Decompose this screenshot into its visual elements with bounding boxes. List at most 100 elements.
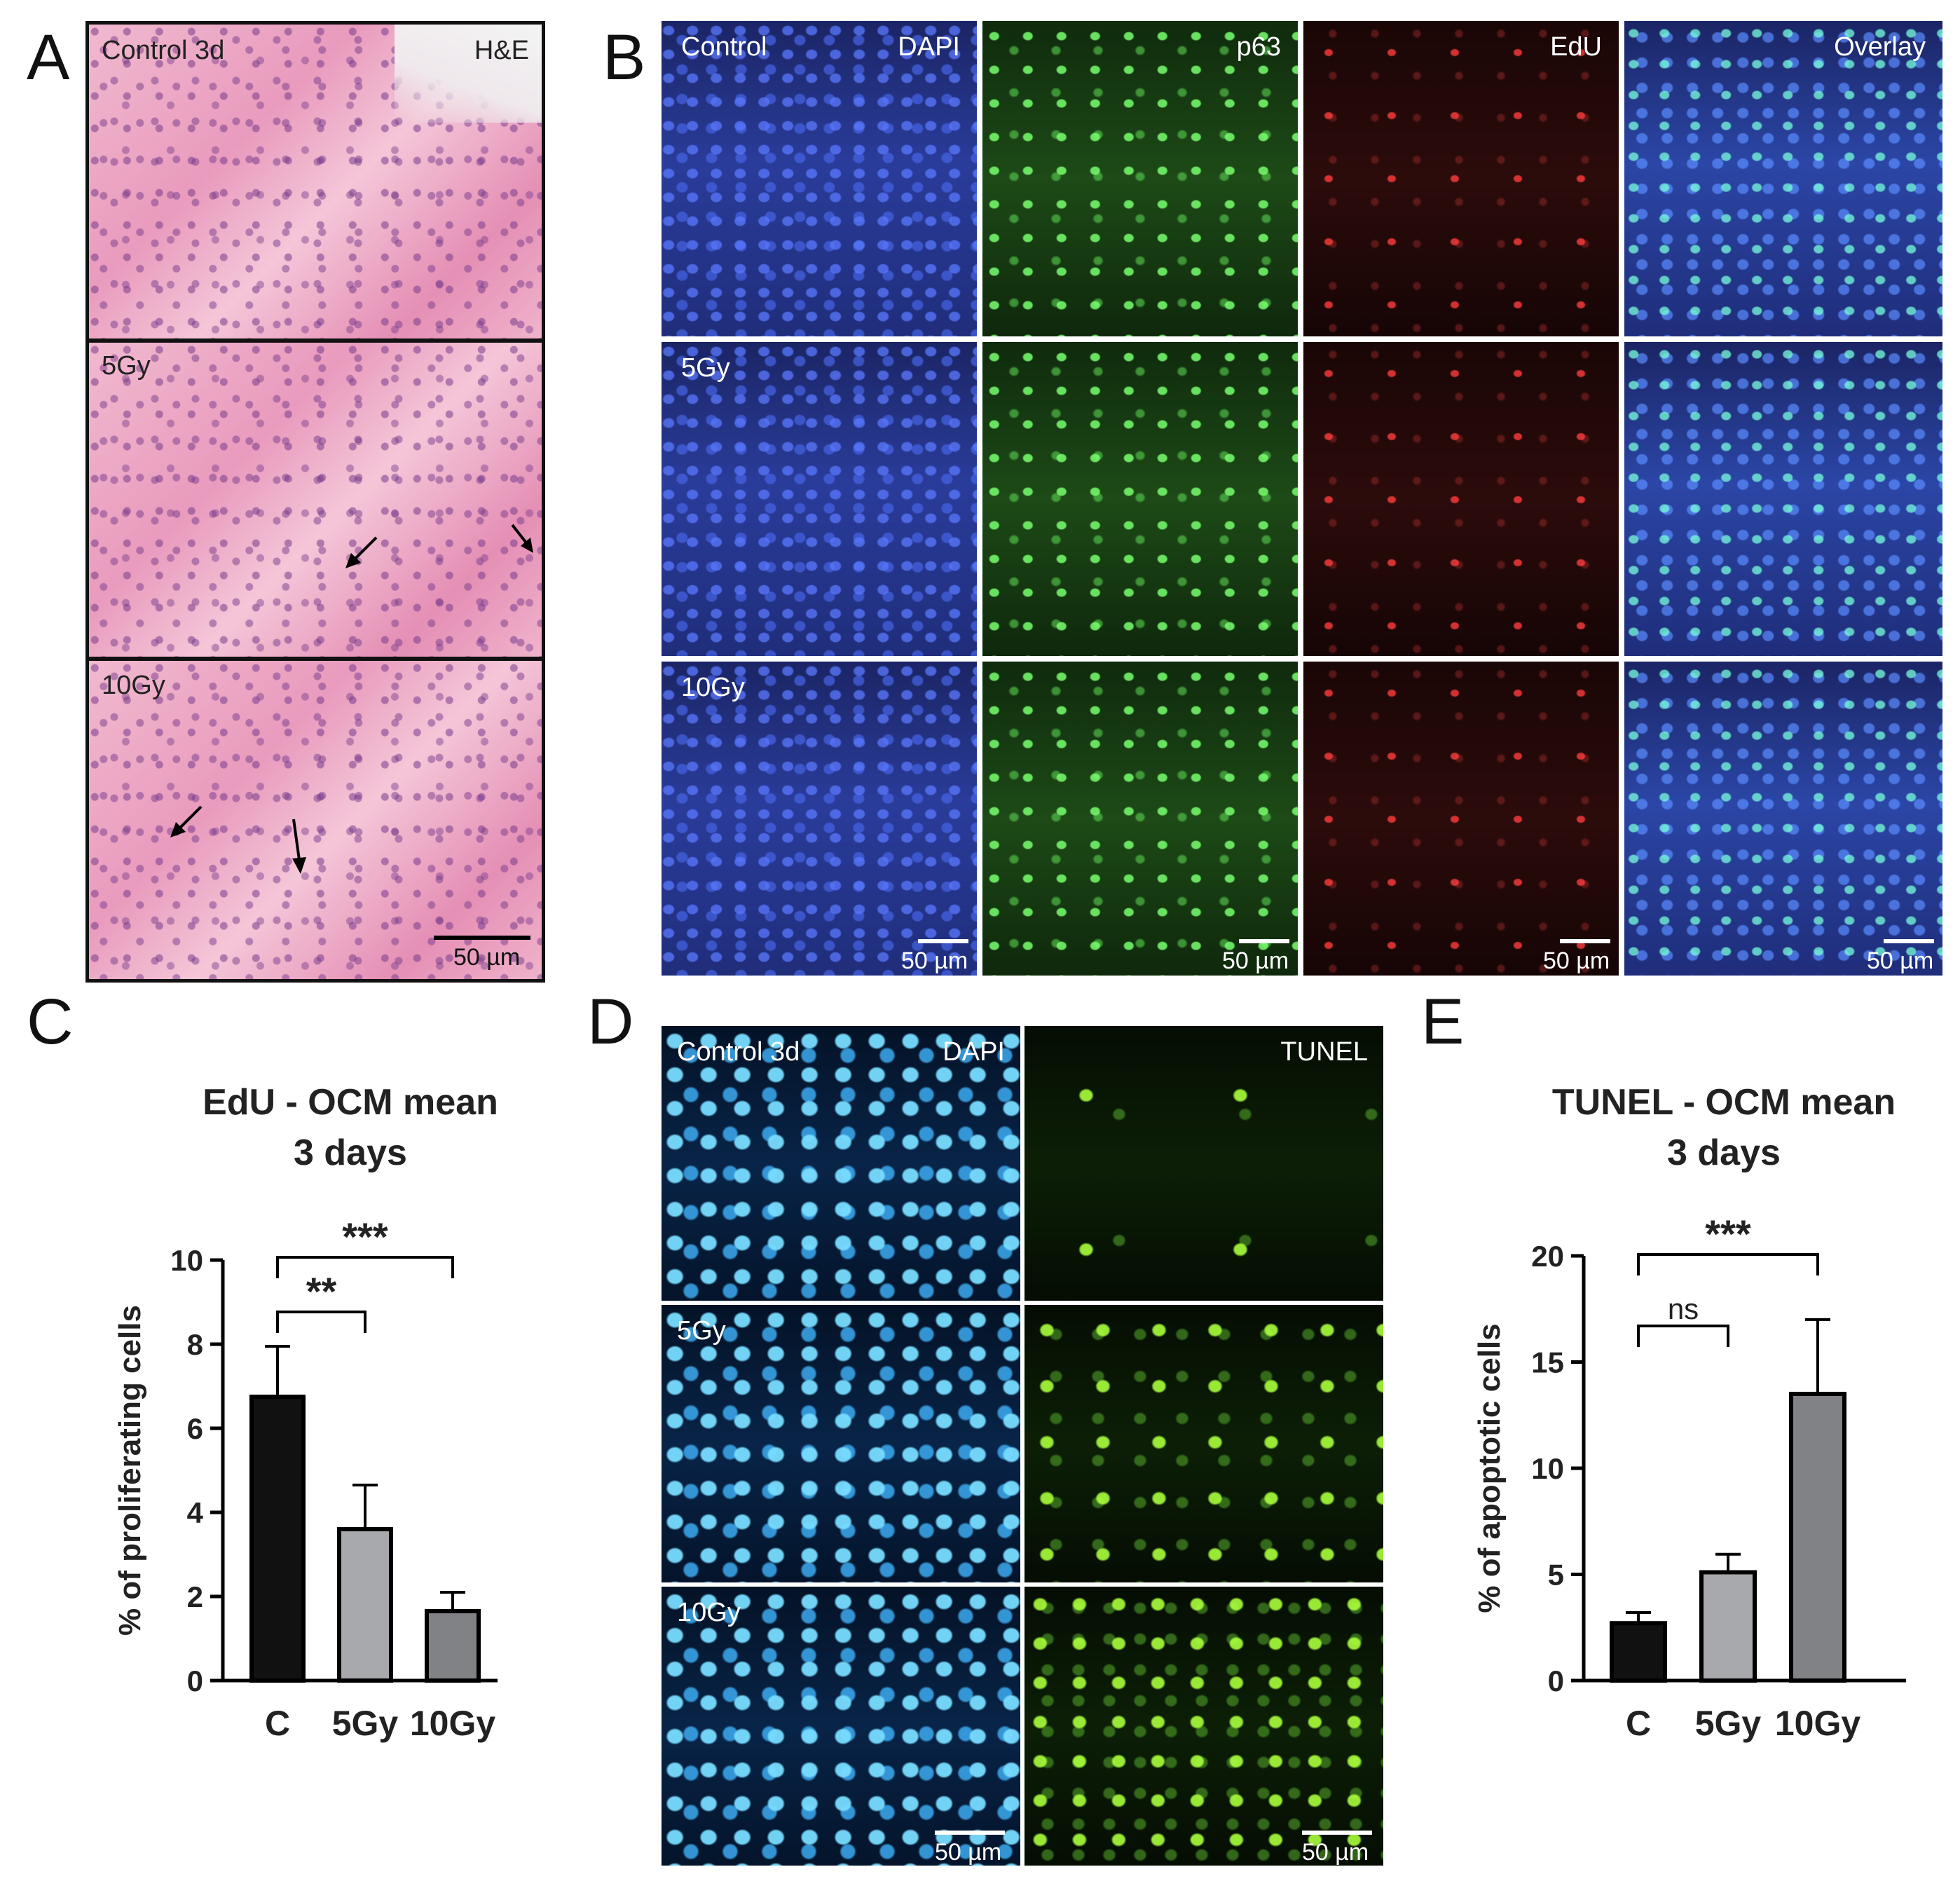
channel-label-tunel: TUNEL bbox=[1280, 1037, 1368, 1067]
arrow-icon bbox=[345, 536, 378, 568]
significance-label: *** bbox=[1705, 1212, 1751, 1256]
y-tick-label: 20 bbox=[1531, 1240, 1564, 1273]
b-image-10gy-p63: 50 µm bbox=[982, 662, 1298, 976]
d-image-control-tunel: TUNEL bbox=[1024, 1026, 1383, 1301]
channel-label-dapi: DAPI bbox=[898, 32, 960, 62]
y-axis-label: % of apoptotic cells bbox=[1472, 1323, 1507, 1613]
scale-bar bbox=[935, 1831, 1005, 1835]
d-image-10gy-dapi: 10Gy 50 µm bbox=[662, 1587, 1020, 1866]
panel-d: Control 3d DAPI TUNEL 5Gy 10Gy 50 µm 50 … bbox=[662, 1026, 1383, 1866]
chart-tunel: TUNEL - OCM mean 3 days % of apoptotic cel… bbox=[1472, 1082, 1906, 1743]
significance-bracket bbox=[276, 1311, 366, 1333]
panel-a: Control 3d H&E 5Gy 10Gy 50 µm bbox=[85, 21, 545, 983]
scale-bar-label: 50 µm bbox=[1867, 948, 1934, 974]
row-label-control: Control 3d bbox=[102, 36, 225, 65]
row-label-control: Control 3d bbox=[677, 1037, 800, 1067]
scale-bar-label: 50 µm bbox=[1222, 948, 1289, 974]
x-tick-label: 10Gy bbox=[410, 1704, 496, 1743]
chart-title: TUNEL - OCM mean bbox=[1552, 1082, 1896, 1123]
he-image-5gy: 5Gy bbox=[89, 343, 542, 657]
scale-bar-label: 50 µm bbox=[453, 944, 521, 971]
bar bbox=[1789, 1391, 1846, 1683]
chart-title: EdU - OCM mean bbox=[203, 1082, 498, 1123]
b-image-control-p63: p63 bbox=[982, 21, 1298, 336]
scale-bar-label: 50 µm bbox=[1543, 948, 1610, 974]
significance-bracket bbox=[276, 1256, 454, 1278]
x-tick-label: C bbox=[265, 1704, 290, 1743]
significance-label: ns bbox=[1668, 1292, 1699, 1325]
channel-label-overlay: Overlay bbox=[1834, 32, 1926, 62]
b-image-10gy-overlay: 50 µm bbox=[1624, 662, 1942, 976]
b-image-control-dapi: Control DAPI bbox=[662, 21, 977, 336]
scale-bar bbox=[1884, 939, 1934, 943]
panel-letter-c: C bbox=[27, 986, 74, 1058]
arrow-icon bbox=[170, 805, 203, 837]
b-image-10gy-dapi: 10Gy 50 µm bbox=[662, 662, 977, 976]
d-image-10gy-tunel: 50 µm bbox=[1024, 1587, 1383, 1866]
significance-label: *** bbox=[342, 1215, 388, 1259]
chart-edu: EdU - OCM mean 3 days % of proliferating c… bbox=[113, 1082, 498, 1743]
b-image-5gy-overlay bbox=[1624, 342, 1942, 656]
y-tick-label: 6 bbox=[187, 1412, 203, 1445]
y-axis-label: % of proliferating cells bbox=[113, 1305, 147, 1636]
y-tick-label: 0 bbox=[1548, 1664, 1564, 1697]
scale-bar bbox=[1560, 939, 1610, 943]
b-image-control-overlay: Overlay bbox=[1624, 21, 1942, 336]
channel-label-edu: EdU bbox=[1550, 32, 1602, 62]
y-tick-label: 5 bbox=[1548, 1559, 1564, 1592]
x-tick-label: 5Gy bbox=[332, 1704, 399, 1743]
row-label-control: Control bbox=[681, 32, 767, 62]
bar bbox=[249, 1395, 306, 1683]
significance-bracket bbox=[1637, 1325, 1729, 1347]
significance-label: ** bbox=[306, 1269, 337, 1313]
bar bbox=[337, 1527, 393, 1683]
panel-letter-b: B bbox=[603, 22, 646, 93]
y-tick-label: 15 bbox=[1531, 1346, 1564, 1379]
panel-letter-a: A bbox=[27, 22, 70, 93]
panel-b: Control DAPI p63 EdU Overlay 5Gy 10Gy 50… bbox=[662, 21, 1942, 976]
row-label-5gy: 5Gy bbox=[677, 1316, 726, 1346]
he-image-10gy: 10Gy 50 µm bbox=[89, 661, 542, 979]
b-image-5gy-p63 bbox=[982, 342, 1298, 656]
scale-bar-label: 50 µm bbox=[935, 1839, 1002, 1866]
he-image-control: Control 3d H&E bbox=[89, 25, 542, 338]
scale-bar bbox=[918, 939, 968, 943]
scale-bar-label: 50 µm bbox=[901, 948, 968, 974]
row-label-10gy: 10Gy bbox=[102, 671, 165, 700]
y-tick-label: 10 bbox=[1531, 1452, 1564, 1485]
stain-label-he: H&E bbox=[474, 36, 529, 65]
row-label-10gy: 10Gy bbox=[681, 673, 745, 702]
b-image-5gy-dapi: 5Gy bbox=[662, 342, 977, 656]
b-image-10gy-edu: 50 µm bbox=[1303, 662, 1619, 976]
row-label-5gy: 5Gy bbox=[681, 353, 730, 383]
row-label-5gy: 5Gy bbox=[102, 351, 151, 381]
chart-subtitle: 3 days bbox=[1667, 1133, 1781, 1173]
b-image-5gy-edu bbox=[1303, 342, 1619, 656]
row-label-10gy: 10Gy bbox=[677, 1598, 741, 1627]
scale-bar bbox=[434, 936, 530, 940]
bar bbox=[1699, 1570, 1757, 1683]
arrow-icon bbox=[292, 819, 306, 874]
panel-letter-e: E bbox=[1421, 986, 1465, 1058]
y-tick-label: 4 bbox=[187, 1496, 204, 1529]
x-tick-label: C bbox=[1626, 1704, 1651, 1743]
chart-subtitle: 3 days bbox=[294, 1133, 407, 1173]
channel-label-dapi: DAPI bbox=[943, 1037, 1005, 1067]
scale-bar-label: 50 µm bbox=[1302, 1839, 1369, 1866]
x-tick-label: 5Gy bbox=[1695, 1704, 1762, 1743]
y-tick-label: 10 bbox=[170, 1244, 203, 1277]
y-tick-label: 0 bbox=[187, 1664, 203, 1697]
significance-bracket bbox=[1637, 1253, 1819, 1275]
x-tick-label: 10Gy bbox=[1775, 1704, 1861, 1743]
panel-letter-d: D bbox=[587, 986, 634, 1058]
scale-bar bbox=[1302, 1831, 1372, 1835]
y-tick-label: 2 bbox=[187, 1580, 203, 1613]
d-image-5gy-dapi: 5Gy bbox=[662, 1305, 1020, 1582]
channel-label-p63: p63 bbox=[1236, 32, 1281, 62]
b-image-control-edu: EdU bbox=[1303, 21, 1619, 336]
y-tick-label: 8 bbox=[187, 1328, 203, 1361]
scale-bar bbox=[1239, 939, 1289, 943]
bar bbox=[425, 1609, 481, 1683]
d-image-control-dapi: Control 3d DAPI bbox=[662, 1026, 1020, 1301]
arrow-icon bbox=[511, 524, 533, 553]
